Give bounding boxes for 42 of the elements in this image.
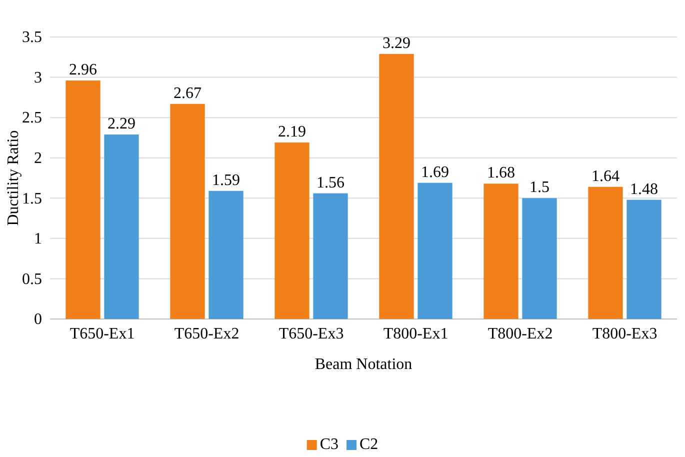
data-label: 2.29	[108, 115, 136, 132]
legend-label: C2	[360, 436, 378, 453]
y-tick-label: 0	[34, 311, 42, 328]
data-label: 2.67	[174, 84, 202, 102]
bar	[104, 134, 139, 319]
data-label: 3.29	[382, 34, 410, 52]
y-tick-label: 1	[34, 230, 42, 248]
bar	[484, 184, 518, 319]
y-tick-label: 2.5	[22, 110, 42, 127]
bar	[66, 80, 100, 319]
x-tick-label: T650-Ex1	[70, 325, 135, 342]
data-label: 1.48	[630, 180, 658, 198]
x-tick-label: T800-Ex3	[592, 325, 658, 342]
y-tick-label: 1.5	[22, 190, 42, 208]
y-tick-label: 0.5	[22, 270, 42, 288]
bar	[588, 186, 623, 319]
bar	[522, 198, 557, 319]
data-label: 1.5	[530, 179, 550, 196]
x-axis-title: Beam Notation	[314, 356, 412, 373]
bar	[418, 182, 452, 319]
y-tick-label: 3.5	[22, 29, 42, 46]
data-label: 1.69	[421, 164, 449, 181]
data-label: 2.96	[69, 62, 97, 79]
legend-label: C3	[320, 436, 338, 453]
bar	[626, 200, 662, 319]
x-tick-label: T800-Ex1	[383, 325, 448, 342]
data-label: 1.56	[316, 174, 344, 192]
bar	[379, 54, 414, 319]
y-axis-title: Ductility Ratio	[5, 130, 22, 226]
y-tick-label: 2	[34, 150, 42, 167]
bar	[313, 193, 348, 319]
data-label: 1.64	[592, 168, 620, 185]
y-tick-label: 3	[34, 69, 42, 86]
bar	[208, 190, 244, 319]
x-tick-label: T800-Ex2	[488, 325, 553, 342]
bar	[170, 104, 205, 319]
data-label: 1.68	[487, 164, 515, 182]
x-tick-label: T650-Ex3	[278, 325, 344, 342]
bar	[274, 142, 310, 319]
x-tick-label: T650-Ex2	[174, 325, 240, 342]
data-label: 2.19	[278, 124, 306, 141]
data-label: 1.59	[212, 172, 240, 189]
